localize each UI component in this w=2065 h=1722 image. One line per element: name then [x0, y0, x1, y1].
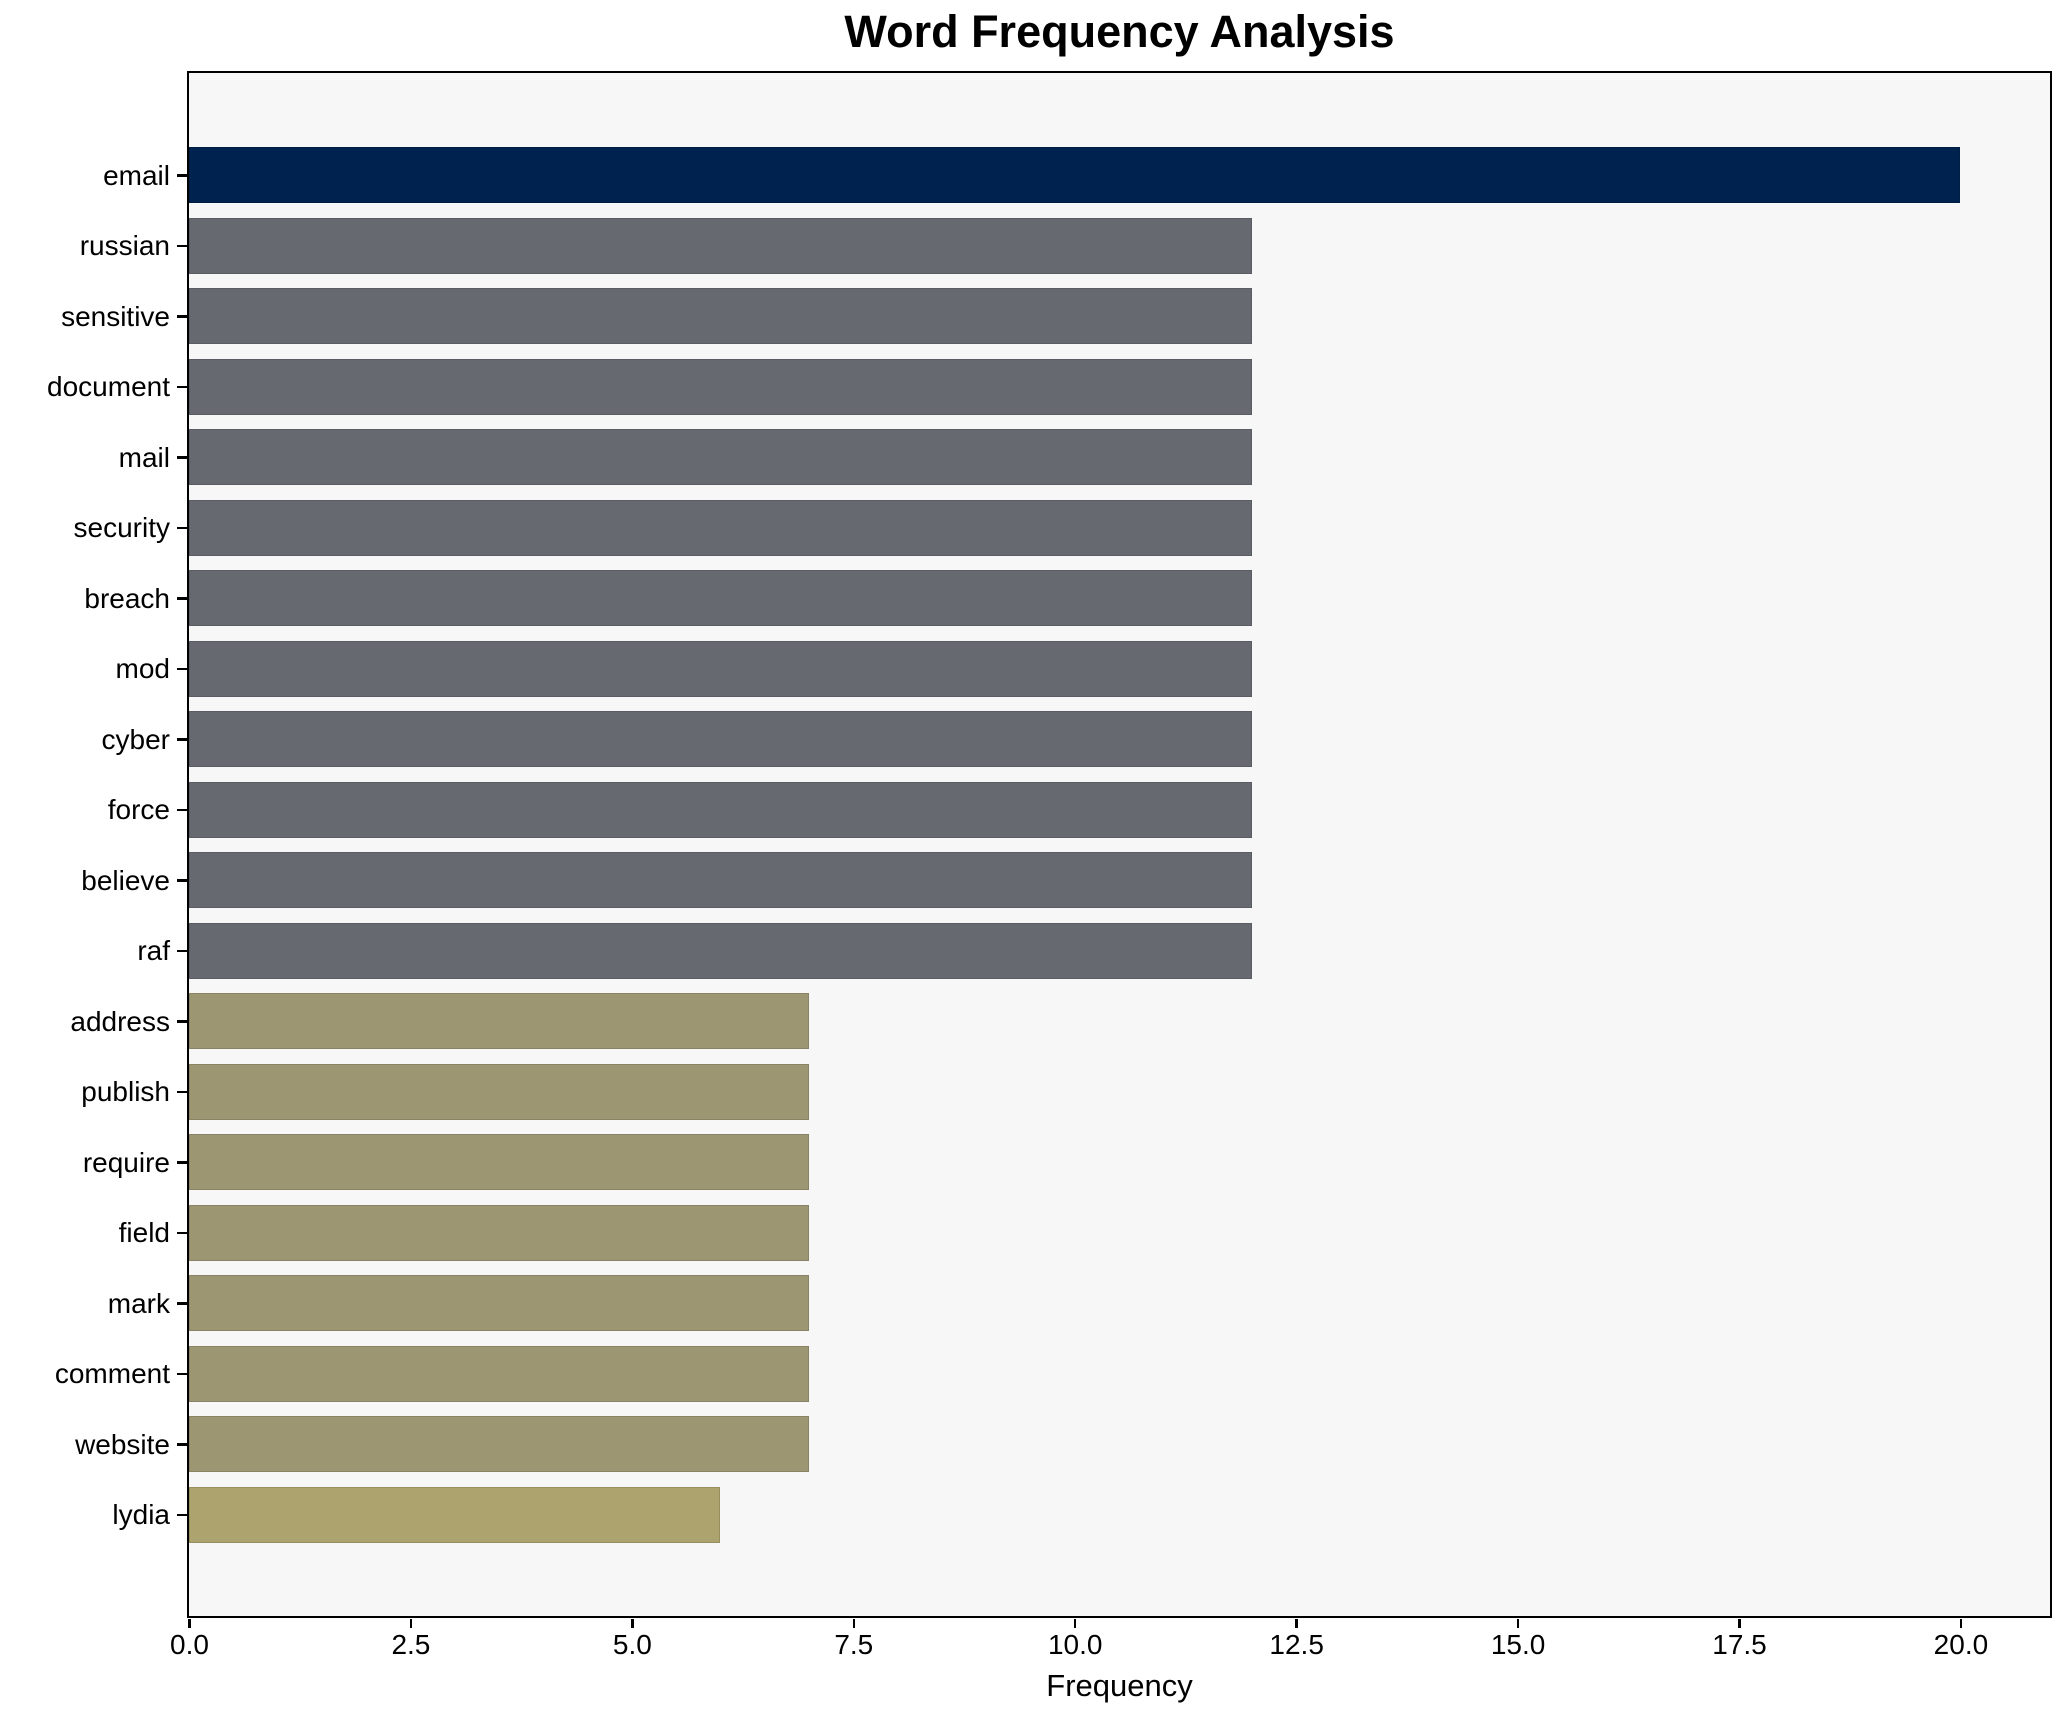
bar-sensitive: [189, 288, 1252, 344]
y-tick-label-believe: believe: [81, 864, 170, 896]
y-tick-label-document: document: [47, 371, 170, 402]
y-tick-mark: [177, 1231, 187, 1235]
x-tick-mark: [1295, 1618, 1298, 1628]
y-tick-label-mod: mod: [115, 653, 170, 684]
bar-cyber: [189, 711, 1252, 767]
y-tick-mark: [177, 1513, 187, 1517]
x-tick-mark: [1738, 1618, 1741, 1628]
y-tick-mark: [177, 1443, 187, 1446]
bar-publish: [189, 1063, 809, 1120]
x-tick-label-7.5: 7.5: [834, 1629, 874, 1660]
y-tick-mark: [177, 1161, 187, 1164]
x-tick-mark: [631, 1618, 634, 1628]
x-tick-mark: [1516, 1618, 1520, 1628]
y-tick-mark: [177, 526, 187, 530]
bar-mod: [189, 640, 1252, 697]
y-tick-mark: [177, 174, 187, 177]
y-tick-label-cyber: cyber: [101, 723, 170, 755]
y-tick-label-breach: breach: [84, 582, 170, 614]
y-tick-mark: [177, 949, 187, 953]
y-tick-mark: [177, 597, 187, 600]
x-tick-mark: [409, 1618, 413, 1628]
y-tick-label-website: website: [75, 1428, 170, 1460]
bar-require: [189, 1134, 809, 1190]
x-tick-label-10.0: 10.0: [1047, 1629, 1103, 1660]
plot-area: [187, 71, 2052, 1618]
y-tick-label-email: email: [103, 159, 170, 191]
y-tick-label-raf: raf: [137, 935, 170, 966]
x-tick-label-2.5: 2.5: [391, 1629, 431, 1660]
y-tick-label-address: address: [70, 1005, 170, 1037]
y-tick-mark: [177, 456, 187, 459]
y-tick-label-field: field: [118, 1217, 170, 1248]
y-tick-label-lydia: lydia: [112, 1499, 170, 1530]
y-tick-label-security: security: [73, 512, 170, 543]
bar-security: [189, 499, 1252, 556]
bar-comment: [189, 1345, 809, 1402]
bar-field: [189, 1204, 809, 1261]
y-tick-label-mail: mail: [118, 441, 170, 473]
bar-lydia: [189, 1486, 721, 1543]
y-tick-mark: [177, 738, 187, 741]
y-tick-mark: [177, 1372, 187, 1376]
y-tick-mark: [177, 1090, 187, 1094]
x-tick-mark: [1073, 1618, 1077, 1628]
y-tick-mark: [177, 667, 187, 671]
bar-website: [189, 1416, 809, 1472]
y-tick-label-publish: publish: [81, 1076, 170, 1107]
x-tick-label-17.5: 17.5: [1712, 1629, 1767, 1660]
y-tick-label-require: require: [82, 1146, 170, 1178]
y-tick-mark: [177, 1302, 187, 1305]
y-tick-mark: [177, 879, 187, 882]
y-tick-label-comment: comment: [54, 1358, 170, 1389]
bar-raf: [189, 922, 1252, 979]
chart-title: Word Frequency Analysis: [844, 6, 1395, 57]
bar-mail: [189, 429, 1252, 485]
y-tick-mark: [177, 808, 187, 812]
y-tick-label-russian: russian: [79, 230, 170, 261]
bar-breach: [189, 570, 1252, 626]
x-tick-label-20.0: 20.0: [1933, 1629, 1989, 1660]
x-tick-label-0.0: 0.0: [170, 1629, 209, 1660]
x-tick-mark: [188, 1618, 191, 1628]
y-tick-label-sensitive: sensitive: [61, 300, 170, 332]
bar-force: [189, 781, 1252, 838]
x-tick-mark: [852, 1618, 856, 1628]
x-tick-label-5.0: 5.0: [612, 1629, 652, 1660]
bar-believe: [189, 852, 1252, 908]
y-tick-mark: [177, 385, 187, 389]
bar-document: [189, 358, 1252, 415]
y-tick-mark: [177, 315, 187, 318]
x-tick-label-15.0: 15.0: [1490, 1629, 1546, 1660]
y-tick-label-mark: mark: [107, 1287, 170, 1319]
x-axis-label: Frequency: [1046, 1668, 1193, 1703]
bar-russian: [189, 217, 1252, 274]
bar-email: [189, 147, 1961, 203]
bar-mark: [189, 1275, 809, 1331]
y-tick-label-force: force: [107, 794, 170, 825]
bar-address: [189, 993, 809, 1049]
y-tick-mark: [177, 244, 187, 248]
x-tick-mark: [1959, 1618, 1963, 1628]
x-tick-label-12.5: 12.5: [1269, 1629, 1324, 1660]
y-tick-mark: [177, 1020, 187, 1023]
